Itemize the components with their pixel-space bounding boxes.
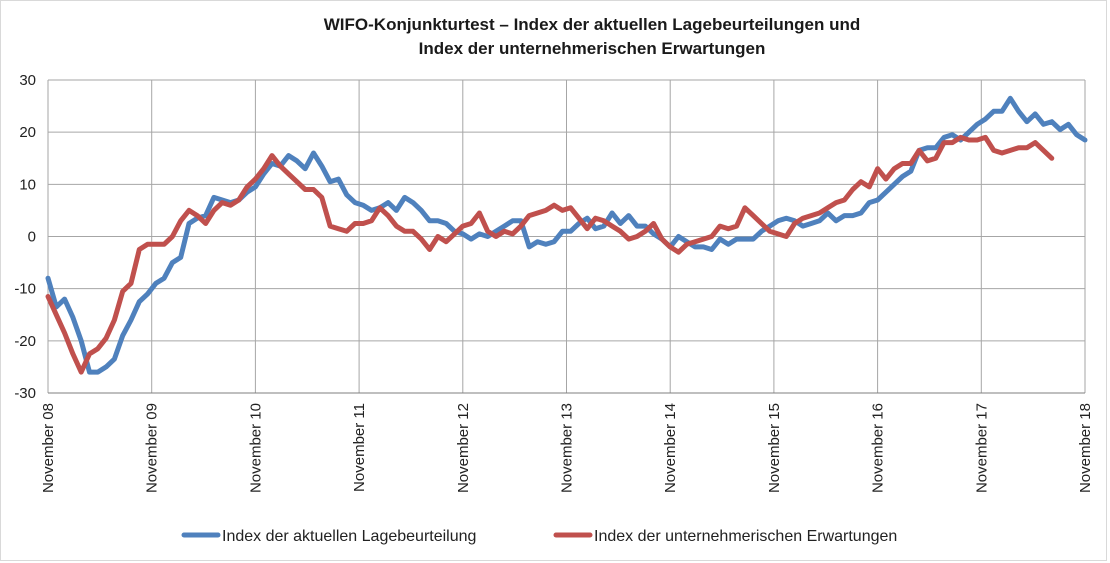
y-axis-tick-labels: -30 -20 -10 0 10 20 30	[14, 72, 36, 402]
x-tick-label: November 16	[870, 403, 887, 493]
y-tick-label: -30	[14, 385, 36, 402]
x-tick-label: November 12	[455, 403, 472, 493]
grid-lines	[47, 79, 1086, 394]
legend: Index der aktuellen Lagebeurteilung Inde…	[181, 528, 897, 545]
legend-label-erwartungen: Index der unternehmerischen Erwartungen	[594, 528, 897, 545]
x-tick-label: November 15	[766, 403, 783, 493]
chart-title-line-1: WIFO-Konjunkturtest – Index der aktuelle…	[324, 15, 861, 34]
x-tick-label: November 09	[144, 403, 161, 493]
series-line-lage	[45, 95, 1088, 375]
x-tick-label: November 08	[40, 403, 57, 493]
chart-title-line-2: Index der unternehmerischen Erwartungen	[419, 39, 766, 58]
x-tick-label: November 13	[559, 403, 576, 493]
series-lines	[45, 95, 1088, 375]
y-tick-label: 0	[28, 229, 36, 246]
y-tick-label: 10	[19, 176, 36, 193]
x-tick-label: November 10	[247, 403, 264, 493]
x-tick-label: November 14	[662, 403, 679, 493]
y-tick-label: 20	[19, 124, 36, 141]
y-tick-label: 30	[19, 72, 36, 89]
series-line-erwartungen	[45, 134, 1055, 375]
y-tick-label: -10	[14, 281, 36, 298]
legend-label-lage: Index der aktuellen Lagebeurteilung	[222, 528, 476, 545]
x-tick-label: November 18	[1077, 403, 1094, 493]
x-tick-label: November 17	[973, 403, 990, 493]
x-tick-label: November 11	[351, 403, 368, 492]
x-axis-tick-labels: November 08 November 09 November 10 Novembe…	[40, 403, 1094, 493]
y-tick-label: -20	[14, 333, 36, 350]
